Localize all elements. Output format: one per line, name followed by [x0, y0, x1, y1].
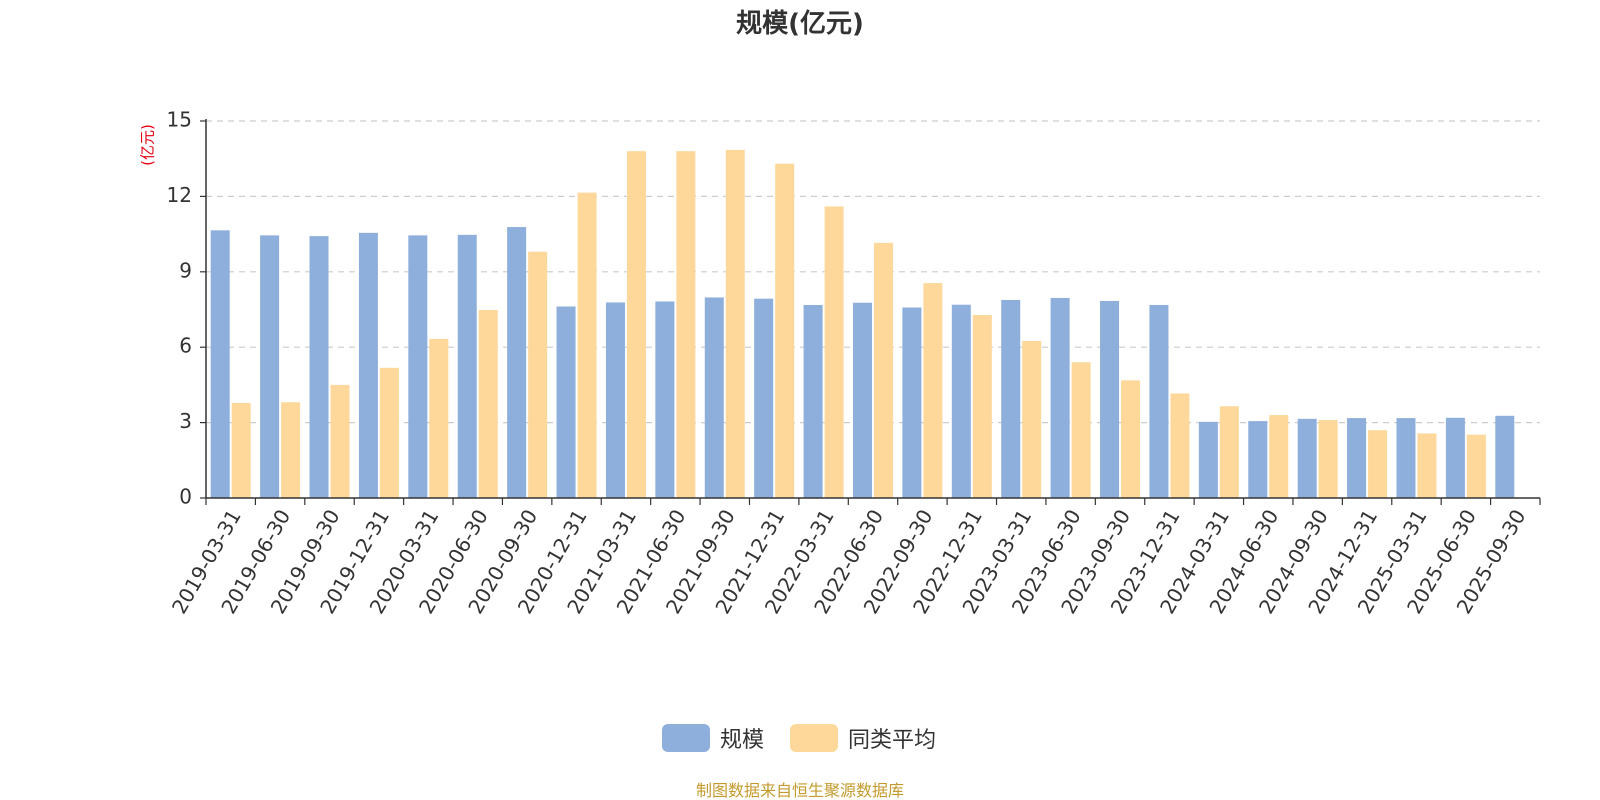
bar-series-1-2025-03-31[interactable]	[1417, 433, 1437, 498]
bar-series-0-2019-12-31[interactable]	[358, 232, 378, 499]
y-tick-label: 15	[167, 108, 192, 132]
bar-series-1-2019-06-30[interactable]	[281, 402, 301, 498]
bar-series-0-2021-09-30[interactable]	[704, 297, 724, 498]
bar-series-1-2020-03-31[interactable]	[429, 338, 449, 498]
legend-swatch-series-1[interactable]	[790, 724, 838, 752]
legend[interactable]: 规模 同类平均	[662, 724, 936, 753]
bar-series-0-2020-06-30[interactable]	[457, 234, 477, 498]
bar-series-1-2024-09-30[interactable]	[1318, 420, 1338, 498]
legend-label-series-0[interactable]: 规模	[720, 728, 764, 753]
bar-series-1-2019-12-31[interactable]	[379, 367, 399, 498]
bar-series-0-2022-03-31[interactable]	[803, 304, 823, 498]
y-axis-unit-label: (亿元)	[139, 124, 157, 166]
legend-label-series-1[interactable]: 同类平均	[848, 728, 936, 753]
bar-series-1-2022-03-31[interactable]	[824, 206, 844, 498]
bar-series-0-2025-03-31[interactable]	[1396, 418, 1416, 498]
bar-series-0-2025-09-30[interactable]	[1495, 415, 1515, 498]
bar-series-0-2023-06-30[interactable]	[1050, 297, 1070, 498]
bar-series-1-2025-06-30[interactable]	[1466, 434, 1486, 498]
bar-series-1-2023-12-31[interactable]	[1170, 393, 1190, 498]
bar-series-1-2020-06-30[interactable]	[478, 310, 498, 498]
bar-series-0-2024-06-30[interactable]	[1248, 421, 1268, 498]
bar-series-1-2022-12-31[interactable]	[972, 315, 992, 498]
bar-series-0-2025-06-30[interactable]	[1445, 417, 1465, 498]
bar-series-0-2020-03-31[interactable]	[408, 235, 428, 498]
bar-series-0-2019-06-30[interactable]	[260, 235, 280, 498]
bar-series-1-2021-03-31[interactable]	[626, 151, 646, 498]
bar-series-1-2021-09-30[interactable]	[725, 149, 745, 499]
bar-series-0-2023-12-31[interactable]	[1149, 304, 1169, 498]
chart-title: 规模(亿元)	[736, 9, 864, 39]
bar-series-0-2021-12-31[interactable]	[754, 298, 774, 498]
bar-series-1-2019-09-30[interactable]	[330, 384, 350, 498]
bar-series-0-2020-09-30[interactable]	[507, 227, 527, 498]
bar-series-0-2024-12-31[interactable]	[1347, 418, 1367, 498]
bar-series-0-2022-12-31[interactable]	[951, 304, 971, 498]
bar-series-1-2024-12-31[interactable]	[1368, 430, 1388, 498]
data-source-note: 制图数据来自恒生聚源数据库	[696, 781, 904, 800]
y-tick-label: 12	[167, 183, 192, 207]
bar-series-0-2023-03-31[interactable]	[1001, 299, 1021, 498]
bar-series-1-2020-12-31[interactable]	[577, 192, 597, 498]
y-tick-label: 9	[179, 258, 192, 282]
bar-series-0-2024-09-30[interactable]	[1297, 418, 1317, 498]
bar-series-0-2022-09-30[interactable]	[902, 307, 922, 498]
y-tick-label: 6	[179, 334, 192, 358]
bar-series-0-2023-09-30[interactable]	[1100, 300, 1120, 498]
legend-swatch-series-0[interactable]	[662, 724, 710, 752]
bar-series-1-2023-09-30[interactable]	[1121, 380, 1141, 498]
bar-series-1-2022-09-30[interactable]	[923, 283, 943, 498]
bar-series-0-2022-06-30[interactable]	[853, 302, 872, 498]
bar-series-1-2022-06-30[interactable]	[874, 242, 893, 498]
bar-series-0-2021-03-31[interactable]	[605, 302, 625, 498]
bar-series-0-2019-03-31[interactable]	[210, 230, 230, 498]
bars	[210, 149, 1515, 499]
bar-series-0-2024-03-31[interactable]	[1198, 421, 1218, 498]
bar-series-1-2021-06-30[interactable]	[676, 151, 696, 498]
bar-series-1-2024-03-31[interactable]	[1219, 406, 1239, 498]
y-tick-label: 0	[179, 485, 192, 509]
bar-series-1-2020-09-30[interactable]	[528, 251, 548, 498]
bar-series-0-2020-12-31[interactable]	[556, 306, 576, 498]
y-tick-label: 3	[179, 409, 192, 433]
bar-series-1-2019-03-31[interactable]	[231, 402, 251, 498]
bar-series-1-2023-06-30[interactable]	[1071, 362, 1091, 498]
bar-series-1-2023-03-31[interactable]	[1022, 340, 1042, 498]
bar-series-0-2019-09-30[interactable]	[309, 236, 329, 499]
bar-series-1-2021-12-31[interactable]	[775, 163, 795, 498]
bar-series-0-2021-06-30[interactable]	[655, 301, 675, 498]
bar-series-1-2024-06-30[interactable]	[1269, 415, 1289, 498]
grid-lines	[206, 120, 1540, 424]
